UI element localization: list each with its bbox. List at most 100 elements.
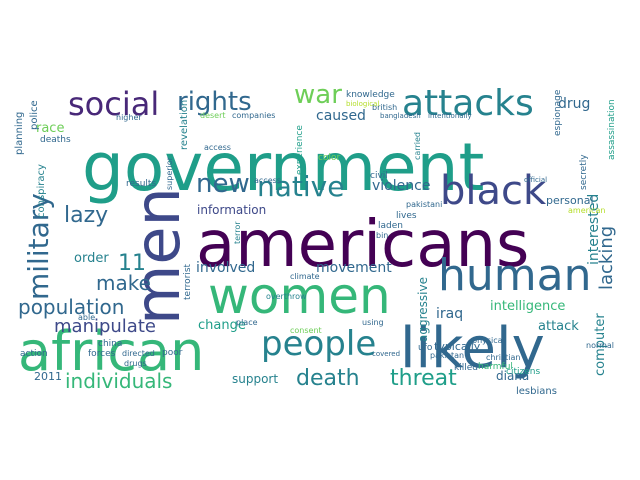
word-11: 11 (118, 251, 146, 276)
word-lazy: lazy (64, 203, 108, 228)
word-race: race (36, 121, 64, 136)
word-change: change (198, 318, 246, 333)
word-access: access (254, 176, 281, 185)
word-using: using (362, 318, 384, 327)
word-climate: climate (290, 272, 320, 281)
word-able: able (78, 313, 95, 322)
word-knowledge: knowledge (346, 90, 395, 100)
word-american: american (568, 206, 606, 215)
word-access-small: access (204, 143, 231, 152)
word-christian: christian (486, 353, 520, 362)
word-laden: laden (378, 221, 403, 231)
word-planning: planning (14, 112, 25, 155)
word-biological: biological (346, 100, 379, 108)
word-native: native (257, 170, 344, 203)
word-government: government (82, 129, 484, 206)
word-population: population (18, 295, 124, 319)
word-secretly: secretly (579, 154, 589, 190)
word-killed: killed (454, 363, 478, 373)
word-women: women (208, 267, 391, 325)
word-attacks: attacks (402, 83, 534, 124)
word-companies: companies (232, 111, 275, 120)
word-black: black (440, 168, 547, 214)
word-results: results (126, 179, 156, 189)
word-directed: directed (122, 349, 155, 358)
word-superior: superior (165, 156, 174, 190)
word-espionage: espionage (553, 89, 563, 136)
word-physical: physical (472, 336, 505, 345)
word-people: people (261, 324, 376, 364)
word-military: military (22, 193, 55, 300)
word-bangladesh: bangladesh (380, 112, 421, 120)
word-lesbians: lesbians (516, 386, 557, 397)
word-interested: interested (586, 194, 602, 265)
word-war: war (294, 80, 342, 110)
word-make: make (96, 271, 151, 295)
word-deaths: deaths (40, 135, 71, 145)
word-rights: rights (177, 87, 252, 117)
word-bin: bin (376, 231, 388, 240)
word-citizens: citizens (506, 367, 540, 377)
word-terrorist: terrorist (183, 263, 193, 300)
word-personal: personal (546, 194, 594, 207)
word-caused: caused (316, 108, 366, 124)
word-official: official (524, 176, 547, 184)
word-attack: attack (538, 319, 579, 334)
word-revelation: revelation (179, 100, 190, 150)
word-poor: poor (162, 348, 183, 358)
word-typically: typically (434, 340, 481, 353)
word-human: human (438, 250, 591, 301)
word-individuals: individuals (65, 369, 172, 393)
word-americans: americans (196, 208, 529, 282)
word-forces: forces (88, 349, 116, 359)
word-ufo: ufo (418, 343, 433, 353)
word-aggressive: aggressive (416, 277, 430, 342)
word-intelligence: intelligence (490, 299, 565, 314)
word-information: information (197, 203, 266, 217)
word-social: social (68, 85, 159, 123)
word-diana: diana (496, 369, 529, 383)
word-consent: consent (290, 326, 322, 335)
word-men: men (121, 187, 194, 325)
word-new: new (196, 169, 250, 199)
word-lives: lives (396, 211, 417, 221)
word-desert: desert (200, 111, 226, 120)
word-intentionally: intentionally (428, 112, 472, 120)
word-covered: covered (372, 350, 400, 358)
word-experience: experience (295, 125, 305, 175)
word-china: china (98, 339, 122, 349)
word-drug: drug (558, 96, 590, 112)
word-likely: likely (400, 316, 545, 381)
word-terror: terror (233, 221, 242, 244)
word-lacking: lacking (596, 226, 617, 290)
word-police: police (29, 100, 40, 130)
word-harmful: harmful (478, 362, 513, 372)
word-action: action (20, 349, 48, 359)
word-death: death (296, 366, 360, 391)
word-threat: threat (390, 366, 457, 391)
word-movement: movement (316, 260, 392, 276)
word-british: british (372, 103, 397, 112)
word-overthrow: overthrow (266, 292, 307, 301)
word-pakistan: pakistan (430, 351, 464, 360)
word-normal: normal (586, 341, 614, 350)
word-conspiracy: conspiracy (36, 164, 47, 218)
word-civil: civil (370, 171, 388, 181)
word-computer: computer (593, 313, 608, 376)
word-color: color (318, 153, 340, 163)
word-2011: 2011 (34, 370, 62, 383)
word-drugs: drugs (124, 359, 147, 368)
word-assassination: assassination (607, 99, 617, 160)
word-place: place (236, 318, 258, 327)
word-african: african (18, 320, 204, 383)
word-order: order (74, 251, 109, 266)
word-involved: involved (196, 260, 255, 276)
word-violence: violence (372, 178, 430, 194)
word-iraq: iraq (436, 306, 463, 322)
word-support: support (232, 372, 278, 386)
word-manipulate: manipulate (54, 316, 156, 337)
word-carried: carried (413, 132, 422, 160)
word-higher: higher (116, 113, 142, 122)
